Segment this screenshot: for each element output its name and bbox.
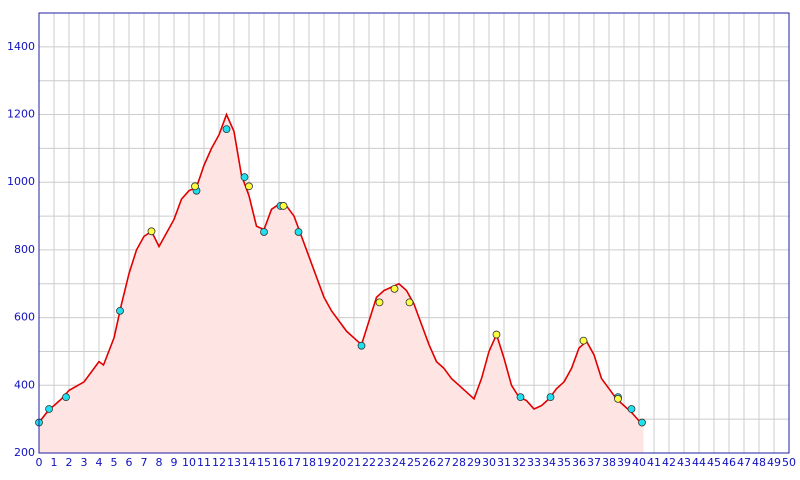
elevation-line [38, 112, 644, 424]
waypoint [405, 298, 414, 307]
x-tick-label: 27 [437, 456, 451, 469]
x-tick-label: 37 [587, 456, 601, 469]
x-tick-label: 18 [302, 456, 316, 469]
x-tick-label: 5 [111, 456, 118, 469]
waypoint [516, 393, 525, 402]
x-tick-label: 50 [782, 456, 796, 469]
x-tick-label: 3 [81, 456, 88, 469]
x-tick-label: 15 [257, 456, 271, 469]
waypoint [116, 306, 124, 315]
waypoint [492, 330, 501, 339]
waypoint [191, 182, 199, 191]
waypoint [579, 336, 588, 345]
x-tick-label: 45 [707, 456, 721, 469]
x-tick-label: 22 [362, 456, 376, 469]
waypoint [260, 228, 268, 236]
y-tick-label: 400 [14, 378, 35, 391]
x-tick-label: 49 [767, 456, 781, 469]
x-tick-label: 39 [617, 456, 631, 469]
x-tick-label: 16 [272, 456, 286, 469]
x-tick-label: 44 [692, 456, 706, 469]
x-tick-label: 32 [512, 456, 526, 469]
y-tick-label: 1400 [7, 40, 35, 53]
x-tick-label: 7 [141, 456, 148, 469]
x-tick-label: 10 [182, 456, 196, 469]
x-tick-label: 19 [317, 456, 331, 469]
x-tick-label: 42 [662, 456, 676, 469]
waypoint [222, 125, 231, 133]
x-tick-label: 29 [467, 456, 481, 469]
x-tick-label: 21 [347, 456, 361, 469]
y-tick-label: 800 [14, 243, 35, 256]
x-tick-label: 6 [126, 456, 133, 469]
waypoint [245, 182, 253, 191]
x-tick-label: 31 [497, 456, 511, 469]
x-tick-label: 35 [557, 456, 571, 469]
x-tick-label: 9 [171, 456, 178, 469]
x-tick-label: 40 [632, 456, 646, 469]
waypoint [240, 173, 249, 182]
x-tick-label: 11 [197, 456, 211, 469]
x-tick-label: 48 [752, 456, 766, 469]
x-tick-label: 1 [51, 456, 58, 469]
x-tick-label: 36 [572, 456, 586, 469]
waypoint [62, 393, 70, 402]
x-tick-label: 41 [647, 456, 661, 469]
plot-frame [38, 12, 790, 454]
x-tick-label: 43 [677, 456, 691, 469]
waypoint [546, 393, 555, 402]
x-tick-label: 28 [452, 456, 466, 469]
waypoint [279, 202, 288, 210]
waypoint [45, 405, 53, 413]
x-tick-label: 12 [212, 456, 226, 469]
y-tick-label: 1000 [7, 175, 35, 188]
x-tick-label: 8 [156, 456, 163, 469]
y-tick-label: 1200 [7, 108, 35, 121]
x-tick-label: 2 [66, 456, 73, 469]
x-tick-label: 4 [96, 456, 103, 469]
x-tick-label: 0 [36, 456, 43, 469]
waypoint [638, 418, 646, 427]
waypoint [627, 405, 636, 413]
x-tick-label: 33 [527, 456, 541, 469]
x-tick-label: 26 [422, 456, 436, 469]
x-tick-label: 24 [392, 456, 406, 469]
waypoint [390, 284, 399, 293]
x-tick-label: 34 [542, 456, 556, 469]
waypoint [357, 341, 366, 350]
waypoint [614, 394, 622, 403]
x-tick-label: 17 [287, 456, 301, 469]
elevation-area [39, 114, 644, 454]
waypoint [375, 298, 384, 307]
x-tick-label: 47 [737, 456, 751, 469]
x-tick-label: 25 [407, 456, 421, 469]
x-tick-label: 38 [602, 456, 616, 469]
x-tick-label: 46 [722, 456, 736, 469]
x-tick-label: 14 [242, 456, 256, 469]
x-tick-label: 23 [377, 456, 391, 469]
y-tick-label: 600 [14, 311, 35, 324]
x-tick-label: 20 [332, 456, 346, 469]
y-tick-label: 200 [14, 446, 35, 459]
waypoint [147, 227, 156, 236]
x-tick-label: 30 [482, 456, 496, 469]
x-tick-label: 13 [227, 456, 241, 469]
waypoint [294, 228, 303, 236]
